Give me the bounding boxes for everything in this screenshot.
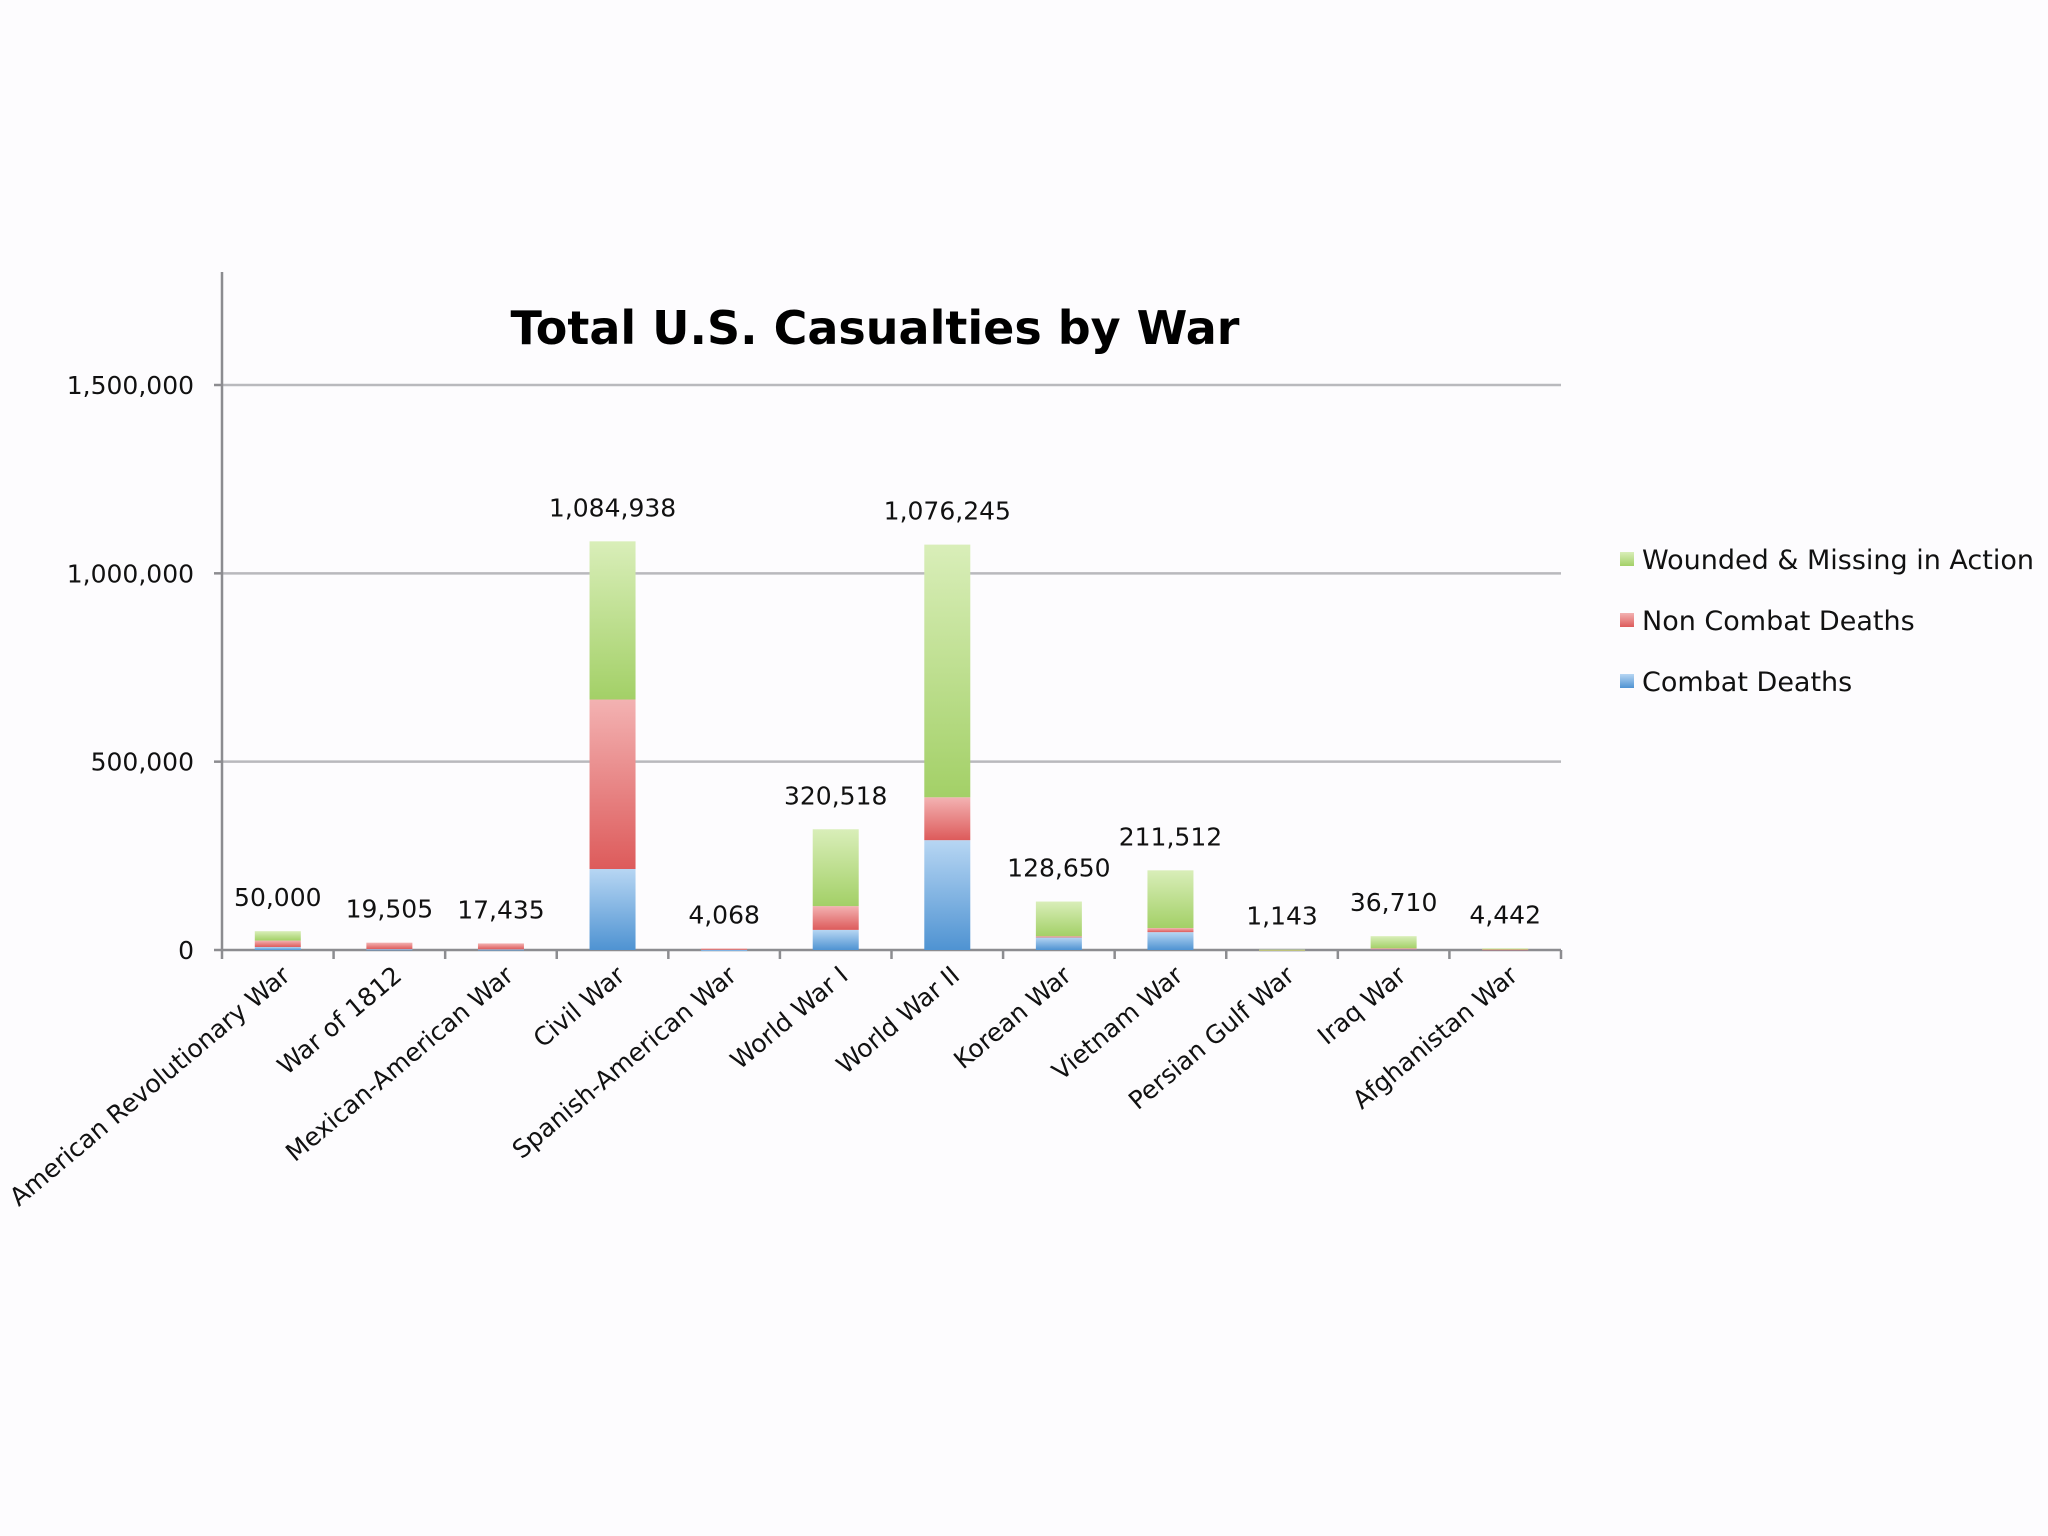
- x-category-label: World War II: [831, 960, 965, 1079]
- legend-label: Wounded & Missing in Action: [1642, 545, 2034, 576]
- bars: [254, 541, 1529, 952]
- bar-segment-wounded-missing-in-action: [1035, 901, 1082, 937]
- bar-total-label: 1,143: [1246, 902, 1318, 931]
- legend: Wounded & Missing in Action Non Combat De…: [1620, 545, 2034, 698]
- bar-total-label: 320,518: [784, 781, 887, 810]
- bar-segment-combat-deaths: [366, 949, 413, 951]
- bar-segment-combat-deaths: [1035, 937, 1082, 950]
- y-tick-label: 0: [178, 936, 194, 965]
- bar-total-label: 36,710: [1350, 888, 1437, 917]
- bar-total-label: 19,505: [346, 895, 433, 924]
- bar-segment-non-combat-deaths: [924, 797, 971, 841]
- bar-segment-non-combat-deaths: [1035, 936, 1082, 938]
- bar-segment-non-combat-deaths: [812, 906, 859, 930]
- x-category-label: Iraq War: [1312, 960, 1412, 1050]
- y-tick-label: 500,000: [91, 748, 194, 777]
- bar-total-label: 17,435: [457, 895, 544, 924]
- bar-segment-non-combat-deaths: [254, 940, 301, 947]
- bar-total-label: 50,000: [234, 883, 321, 912]
- bar-segment-non-combat-deaths: [1370, 948, 1417, 950]
- bar-total-label: 1,076,245: [884, 497, 1011, 526]
- legend-label: Non Combat Deaths: [1642, 606, 1915, 637]
- bar-segment-wounded-missing-in-action: [812, 829, 859, 907]
- bar-segment-non-combat-deaths: [1482, 949, 1529, 951]
- x-category-label: Mexican-American War: [280, 960, 519, 1167]
- gridlines: [222, 383, 1561, 763]
- bar-segment-wounded-missing-in-action: [1370, 936, 1417, 949]
- bar-segment-non-combat-deaths: [477, 943, 524, 950]
- bar-segment-non-combat-deaths: [1147, 928, 1194, 933]
- bar-segment-wounded-missing-in-action: [1482, 948, 1529, 950]
- legend-swatch: [1620, 552, 1634, 566]
- bar-segment-wounded-missing-in-action: [1259, 949, 1306, 951]
- bar-segment-non-combat-deaths: [366, 942, 413, 950]
- bar-segment-non-combat-deaths: [701, 948, 748, 950]
- legend-label: Combat Deaths: [1642, 667, 1852, 698]
- bar-segment-wounded-missing-in-action: [924, 544, 971, 798]
- legend-swatch: [1620, 613, 1634, 627]
- bar-segment-combat-deaths: [589, 869, 636, 950]
- bar-segment-combat-deaths: [701, 949, 748, 952]
- x-category-label: Civil War: [528, 960, 631, 1053]
- y-tick-label: 1,500,000: [67, 371, 194, 400]
- x-category-label: Spanish-American War: [507, 960, 743, 1164]
- chart-title: Total U.S. Casualties by War: [511, 301, 1240, 355]
- bar-total-label: 1,084,938: [549, 493, 676, 522]
- bar-segment-combat-deaths: [812, 929, 859, 950]
- bar-segment-wounded-missing-in-action: [589, 541, 636, 700]
- bar-total-label: 211,512: [1119, 822, 1222, 851]
- bar-total-label: 4,442: [1469, 900, 1541, 929]
- bar-segment-wounded-missing-in-action: [254, 931, 301, 941]
- bar-segment-combat-deaths: [1147, 932, 1194, 950]
- bar-segment-wounded-missing-in-action: [1147, 870, 1194, 929]
- bar-total-label: 4,068: [688, 900, 760, 929]
- bar-total-label: 128,650: [1007, 854, 1110, 883]
- x-category-label: American Revolutionary War: [4, 960, 296, 1212]
- bar-segment-combat-deaths: [924, 840, 971, 950]
- bar-segment-combat-deaths: [254, 946, 301, 950]
- legend-swatch: [1620, 674, 1634, 688]
- axes: 0 500,000 1,000,000 1,500,000: [67, 272, 1563, 965]
- bar-segment-combat-deaths: [477, 949, 524, 951]
- y-tick-label: 1,000,000: [67, 559, 194, 588]
- bar-segment-non-combat-deaths: [589, 699, 636, 870]
